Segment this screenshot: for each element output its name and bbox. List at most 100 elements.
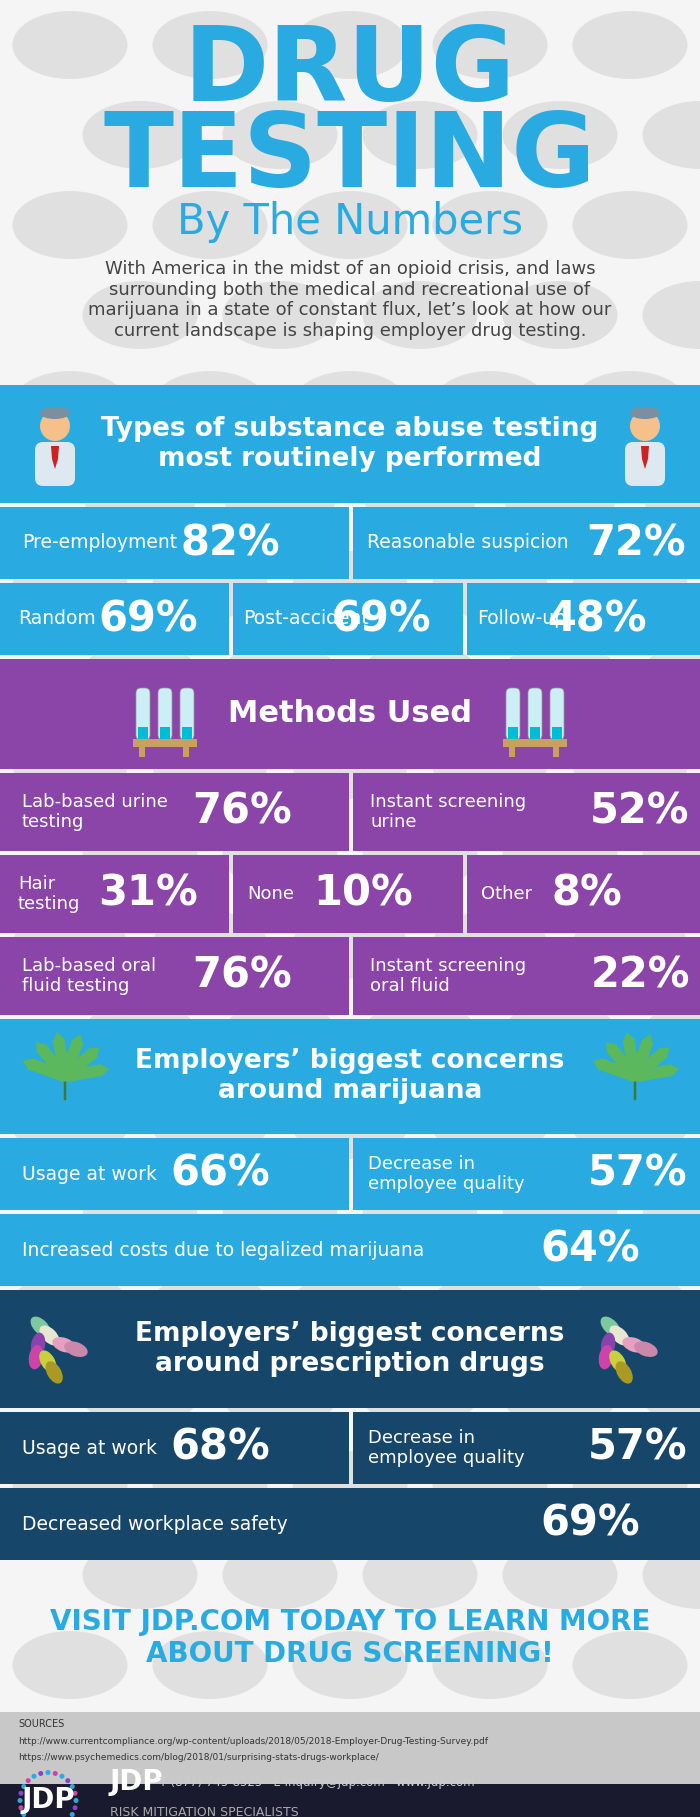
- Text: 76%: 76%: [192, 790, 292, 832]
- FancyBboxPatch shape: [550, 689, 564, 740]
- Ellipse shape: [31, 1332, 46, 1357]
- Text: 57%: 57%: [588, 1154, 688, 1196]
- Bar: [509, 747, 515, 758]
- Text: Increased costs due to legalized marijuana: Increased costs due to legalized marijua…: [22, 1241, 424, 1259]
- Bar: [0, 1784, 700, 1817]
- Text: Usage at work: Usage at work: [22, 1439, 157, 1457]
- Bar: [467, 856, 700, 932]
- Ellipse shape: [573, 1452, 687, 1519]
- Text: SOURCES: SOURCES: [18, 1719, 64, 1730]
- Text: Other: Other: [481, 885, 532, 903]
- Ellipse shape: [610, 1325, 629, 1345]
- FancyBboxPatch shape: [506, 689, 520, 740]
- Bar: [160, 727, 170, 740]
- FancyArrow shape: [606, 1043, 640, 1081]
- Ellipse shape: [643, 102, 700, 169]
- Ellipse shape: [13, 1452, 127, 1519]
- Bar: [353, 1412, 700, 1484]
- Ellipse shape: [60, 1072, 70, 1081]
- Ellipse shape: [13, 551, 127, 620]
- Ellipse shape: [293, 1272, 407, 1339]
- Text: Lab-based oral
fluid testing: Lab-based oral fluid testing: [22, 956, 156, 996]
- Ellipse shape: [83, 282, 197, 349]
- Ellipse shape: [153, 1452, 267, 1519]
- Text: 66%: 66%: [170, 1154, 270, 1196]
- Ellipse shape: [153, 730, 267, 799]
- Bar: [353, 1137, 700, 1210]
- FancyBboxPatch shape: [136, 689, 150, 740]
- Ellipse shape: [52, 1772, 57, 1775]
- Ellipse shape: [64, 1341, 88, 1357]
- Ellipse shape: [153, 551, 267, 620]
- Bar: [0, 1137, 349, 1210]
- Text: Random: Random: [18, 609, 96, 629]
- Bar: [233, 583, 463, 654]
- Ellipse shape: [503, 1001, 617, 1068]
- Bar: [138, 727, 148, 740]
- Ellipse shape: [293, 910, 407, 979]
- Ellipse shape: [503, 1361, 617, 1428]
- Text: 76%: 76%: [192, 956, 292, 998]
- Ellipse shape: [293, 1452, 407, 1519]
- Ellipse shape: [643, 821, 700, 889]
- Text: T (877) 745-8525   E inquiry@jdp.com   www.jdp.com: T (877) 745-8525 E inquiry@jdp.com www.j…: [152, 1775, 475, 1790]
- FancyArrow shape: [634, 1063, 679, 1083]
- Text: JDP: JDP: [110, 1768, 164, 1797]
- Bar: [353, 507, 700, 580]
- Ellipse shape: [153, 1632, 267, 1699]
- Text: VISIT JDP.COM TODAY TO LEARN MORE
ABOUT DRUG SCREENING!: VISIT JDP.COM TODAY TO LEARN MORE ABOUT …: [50, 1608, 650, 1668]
- Bar: [0, 1412, 349, 1484]
- Ellipse shape: [503, 282, 617, 349]
- Text: Decrease in
employee quality: Decrease in employee quality: [368, 1428, 524, 1468]
- Text: 8%: 8%: [552, 872, 622, 916]
- Ellipse shape: [503, 821, 617, 889]
- Ellipse shape: [643, 641, 700, 709]
- Ellipse shape: [643, 282, 700, 349]
- Text: RISK MITIGATION SPECIALISTS: RISK MITIGATION SPECIALISTS: [110, 1806, 299, 1817]
- Ellipse shape: [293, 191, 407, 260]
- Text: 64%: 64%: [540, 1228, 640, 1272]
- Text: Reasonable suspicion: Reasonable suspicion: [367, 534, 568, 552]
- Ellipse shape: [83, 1361, 197, 1428]
- Text: Usage at work: Usage at work: [22, 1165, 157, 1183]
- Ellipse shape: [70, 1812, 75, 1817]
- Text: https://www.psychemedics.com/blog/2018/01/surprising-stats-drugs-workplace/: https://www.psychemedics.com/blog/2018/0…: [18, 1753, 379, 1762]
- Text: http://www.currentcompliance.org/wp-content/uploads/2018/05/2018-Employer-Drug-T: http://www.currentcompliance.org/wp-cont…: [18, 1737, 488, 1746]
- Ellipse shape: [363, 462, 477, 529]
- Bar: [133, 740, 197, 747]
- FancyArrow shape: [629, 1034, 654, 1079]
- Ellipse shape: [615, 1361, 633, 1383]
- Ellipse shape: [153, 11, 267, 78]
- Text: Hair
testing: Hair testing: [18, 874, 80, 914]
- Bar: [0, 1214, 700, 1286]
- Ellipse shape: [31, 1317, 50, 1337]
- Bar: [139, 747, 145, 758]
- Ellipse shape: [223, 1181, 337, 1248]
- Ellipse shape: [293, 371, 407, 440]
- Bar: [0, 660, 700, 769]
- Ellipse shape: [433, 11, 547, 78]
- Ellipse shape: [13, 1632, 127, 1699]
- Ellipse shape: [433, 1090, 547, 1159]
- Bar: [467, 583, 700, 654]
- Ellipse shape: [83, 462, 197, 529]
- Ellipse shape: [83, 1001, 197, 1068]
- Ellipse shape: [573, 191, 687, 260]
- FancyArrow shape: [593, 1057, 637, 1083]
- Ellipse shape: [433, 730, 547, 799]
- Ellipse shape: [18, 1799, 22, 1802]
- Ellipse shape: [573, 371, 687, 440]
- Ellipse shape: [46, 1361, 63, 1383]
- Ellipse shape: [363, 1721, 477, 1790]
- Text: Types of substance abuse testing
most routinely performed: Types of substance abuse testing most ro…: [102, 416, 598, 472]
- FancyArrow shape: [61, 1048, 99, 1081]
- Ellipse shape: [153, 910, 267, 979]
- FancyArrow shape: [52, 1032, 71, 1077]
- Ellipse shape: [634, 1341, 658, 1357]
- Text: Methods Used: Methods Used: [228, 700, 472, 729]
- Bar: [0, 385, 700, 503]
- Ellipse shape: [223, 1541, 337, 1610]
- Ellipse shape: [433, 1452, 547, 1519]
- Ellipse shape: [83, 1181, 197, 1248]
- Ellipse shape: [13, 1090, 127, 1159]
